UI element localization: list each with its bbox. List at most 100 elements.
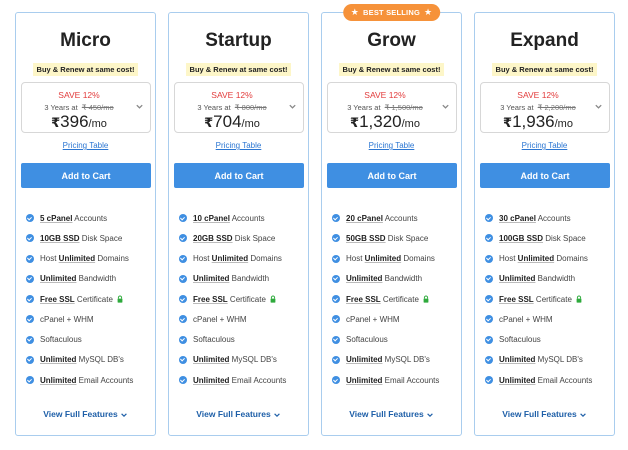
currency-symbol: ₹: [503, 115, 513, 130]
feature-item: Softaculous: [26, 330, 151, 350]
feature-item: cPanel + WHM: [179, 309, 304, 329]
check-circle-icon: [332, 376, 340, 385]
feature-text: cPanel + WHM: [193, 315, 247, 324]
check-circle-icon: [26, 214, 34, 223]
chevron-down-icon[interactable]: [594, 102, 603, 111]
feature-label: Softaculous: [346, 335, 388, 345]
feature-text: Unlimited Bandwidth: [40, 274, 116, 283]
check-circle-icon: [332, 315, 340, 324]
plan-name: Expand: [510, 30, 579, 51]
feature-text: Unlimited MySQL DB's: [499, 355, 583, 364]
feature-label: Email Accounts: [535, 375, 593, 385]
add-to-cart-button[interactable]: Add to Cart: [327, 163, 457, 188]
feature-highlight: 20 cPanel: [346, 213, 383, 223]
feature-list: 5 cPanel Accounts 10GB SSD Disk Space Host…: [26, 208, 151, 390]
old-price: ₹ 800/mo: [234, 103, 267, 112]
feature-highlight: Unlimited: [40, 375, 77, 385]
check-circle-icon: [485, 295, 493, 304]
star-icon: ★: [424, 7, 433, 17]
feature-highlight: Unlimited: [499, 355, 536, 365]
feature-text: Unlimited Email Accounts: [40, 376, 133, 385]
view-full-features-link[interactable]: View Full Features: [16, 409, 155, 419]
feature-prefix: Host: [499, 254, 518, 264]
pricing-table-link[interactable]: Pricing Table: [368, 141, 415, 150]
feature-label: Email Accounts: [76, 375, 134, 385]
add-to-cart-button[interactable]: Add to Cart: [21, 163, 151, 188]
add-to-cart-button[interactable]: Add to Cart: [174, 163, 304, 188]
feature-item: cPanel + WHM: [332, 309, 457, 329]
price-selector[interactable]: SAVE 12% 3 Years at ₹ 1,500/mo ₹1,320/mo: [327, 82, 457, 133]
feature-prefix: Host: [346, 254, 365, 264]
feature-text: 100GB SSD Disk Space: [499, 234, 586, 243]
check-circle-icon: [179, 234, 187, 243]
feature-item: Unlimited MySQL DB's: [26, 350, 151, 370]
lock-icon: [423, 295, 429, 303]
check-circle-icon: [179, 376, 187, 385]
feature-item: Unlimited Email Accounts: [332, 370, 457, 390]
chevron-down-icon[interactable]: [288, 102, 297, 111]
feature-highlight: Unlimited: [193, 355, 230, 365]
view-full-features-link[interactable]: View Full Features: [475, 409, 614, 419]
pricing-table-link[interactable]: Pricing Table: [521, 141, 568, 150]
feature-item: Unlimited Bandwidth: [485, 269, 610, 289]
feature-text: Softaculous: [40, 335, 82, 344]
current-price: ₹1,320/mo: [328, 112, 442, 132]
feature-item: Host Unlimited Domains: [485, 249, 610, 269]
check-circle-icon: [26, 315, 34, 324]
feature-label: MySQL DB's: [382, 355, 430, 365]
chevron-down-icon[interactable]: [441, 102, 450, 111]
feature-text: Host Unlimited Domains: [346, 254, 435, 263]
feature-highlight: Unlimited: [211, 254, 249, 264]
price-selector[interactable]: SAVE 12% 3 Years at ₹ 450/mo ₹396/mo: [21, 82, 151, 133]
feature-label: Accounts: [229, 213, 265, 223]
add-to-cart-button[interactable]: Add to Cart: [480, 163, 610, 188]
feature-text: Unlimited MySQL DB's: [193, 355, 277, 364]
feature-text: Free SSL Certificate: [346, 295, 419, 304]
plan-card-micro: Micro Buy & Renew at same cost! SAVE 12%…: [15, 12, 156, 436]
feature-item: 50GB SSD Disk Space: [332, 228, 457, 248]
feature-text: 5 cPanel Accounts: [40, 214, 107, 223]
check-circle-icon: [485, 234, 493, 243]
check-circle-icon: [332, 234, 340, 243]
chevron-down-icon[interactable]: [135, 102, 144, 111]
price-selector[interactable]: SAVE 12% 3 Years at ₹ 800/mo ₹704/mo: [174, 82, 304, 133]
feature-text: Softaculous: [193, 335, 235, 344]
check-circle-icon: [332, 355, 340, 364]
feature-highlight: Unlimited: [193, 375, 230, 385]
check-circle-icon: [485, 315, 493, 324]
feature-label: Certificate: [380, 294, 419, 304]
check-circle-icon: [485, 214, 493, 223]
pricing-table-link[interactable]: Pricing Table: [215, 141, 262, 150]
feature-label: Domains: [95, 254, 129, 264]
view-full-features-link[interactable]: View Full Features: [322, 409, 461, 419]
price-amount: 1,320: [359, 112, 402, 131]
feature-highlight: Unlimited: [517, 254, 555, 264]
price-selector[interactable]: SAVE 12% 3 Years at ₹ 2,200/mo ₹1,936/mo: [480, 82, 610, 133]
check-circle-icon: [485, 254, 493, 263]
feature-text: Softaculous: [499, 335, 541, 344]
feature-highlight: 5 cPanel: [40, 213, 73, 223]
feature-label: Certificate: [227, 294, 266, 304]
feature-highlight: Free SSL: [40, 294, 75, 304]
check-circle-icon: [179, 335, 187, 344]
plan-card-grow: ★ BEST SELLING ★ Grow Buy & Renew at sam…: [321, 4, 462, 436]
feature-highlight: Unlimited: [40, 274, 77, 284]
pricing-table-link[interactable]: Pricing Table: [62, 141, 109, 150]
feature-highlight: 10 cPanel: [193, 213, 230, 223]
feature-item: 30 cPanel Accounts: [485, 208, 610, 228]
check-circle-icon: [332, 254, 340, 263]
term-label: 3 Years at: [347, 103, 381, 112]
feature-text: Free SSL Certificate: [193, 295, 266, 304]
price-period: /mo: [88, 118, 107, 130]
check-circle-icon: [485, 274, 493, 283]
feature-label: Softaculous: [499, 335, 541, 345]
current-price: ₹1,936/mo: [481, 112, 595, 132]
feature-label: Domains: [248, 254, 282, 264]
view-full-features-link[interactable]: View Full Features: [169, 409, 308, 419]
feature-text: Unlimited Bandwidth: [346, 274, 422, 283]
feature-label: Domains: [554, 254, 588, 264]
feature-highlight: Unlimited: [40, 355, 77, 365]
old-price: ₹ 1,500/mo: [384, 103, 423, 112]
feature-text: Unlimited Email Accounts: [346, 376, 439, 385]
feature-label: Softaculous: [193, 335, 235, 345]
